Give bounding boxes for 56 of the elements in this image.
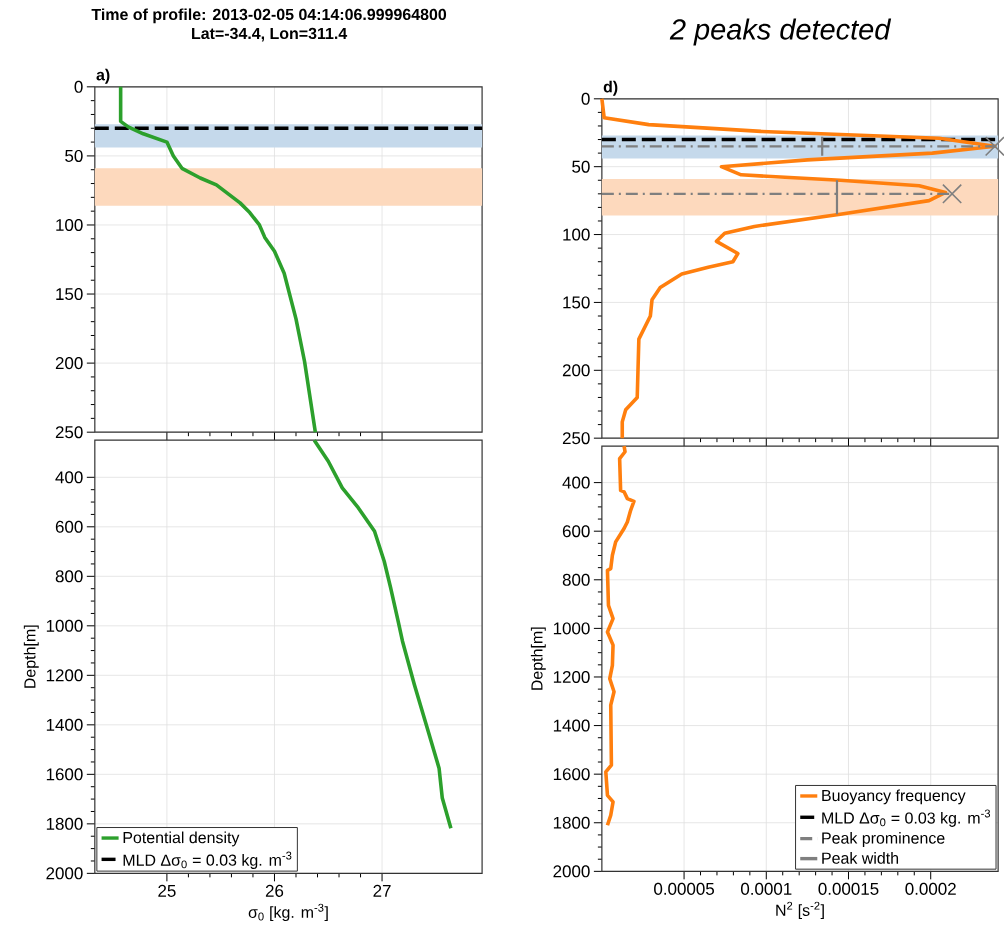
y-tick-label: 800 — [562, 573, 590, 586]
y-tick-label: 50 — [65, 149, 83, 162]
x-tick-label: 26 — [265, 884, 284, 897]
y-tick-label: 1800 — [553, 816, 590, 829]
y-tick-label: 0 — [581, 92, 590, 105]
y-tick-label: 600 — [562, 525, 590, 538]
y-tick-label: 150 — [56, 287, 83, 300]
y-tick-label: 1600 — [553, 768, 590, 781]
x-tick-label: 0.00005 — [654, 882, 715, 895]
line-series — [312, 438, 453, 830]
x-axis-title: σ$_{0}$ [kg. m$^{-3}$] — [248, 903, 328, 921]
y-tick-label: 2000 — [553, 865, 590, 878]
x-tick-label: 0.0002 — [905, 882, 956, 895]
x-tick-label: 0.00015 — [818, 882, 879, 895]
y-tick-label: 200 — [55, 356, 83, 370]
y-tick-label: 1800 — [46, 817, 83, 830]
y-tick-label: 100 — [563, 228, 590, 241]
y-tick-label: 50 — [572, 160, 590, 173]
y-tick-label: 250 — [562, 432, 590, 445]
text: Peak width — [822, 851, 899, 864]
chart-title: Time of profile: 2013-02-05 04:14:06.999964800 — [91, 8, 447, 24]
line-series — [118, 84, 318, 434]
text: Peak prominence — [822, 831, 945, 847]
y-tick-label: 1400 — [553, 719, 590, 732]
x-tick-label: 0.0001 — [741, 882, 792, 895]
text: a) — [96, 68, 110, 84]
y-tick-label: 1000 — [46, 619, 83, 632]
y-tick-label: 100 — [56, 218, 83, 231]
y-tick-label: 1400 — [46, 718, 83, 731]
y-tick-label: 400 — [55, 471, 83, 484]
legend-label: Buoyancy frequency — [822, 789, 966, 805]
y-tick-label: 1600 — [46, 768, 83, 781]
legend-label: Potential density — [123, 831, 240, 847]
y-tick-label: 150 — [563, 296, 590, 309]
x-tick-label: 27 — [373, 884, 391, 897]
line-series — [600, 96, 997, 440]
y-tick-label: 1200 — [553, 670, 590, 683]
y-tick-label: 600 — [55, 520, 83, 533]
y-tick-label: 1200 — [46, 669, 83, 682]
y-tick-label: 250 — [55, 426, 83, 439]
y-tick-label: 2000 — [46, 867, 83, 880]
text: d) — [603, 80, 618, 96]
y-axis-title: Depth[m] — [23, 625, 39, 688]
y-tick-label: 1000 — [553, 622, 590, 635]
x-axis-title: N$^{2}$ [s$^{-2}$] — [776, 901, 824, 920]
line-series — [604, 444, 636, 827]
y-axis-title: Depth[m] — [530, 627, 546, 690]
text: MLD Δσ$_{0}$ = 0.03 kg. m$^{-3}$ — [123, 851, 292, 869]
chart-title: 2 peaks detected — [669, 18, 892, 46]
y-tick-label: 0 — [74, 80, 83, 93]
text: MLD Δσ$_{0}$ = 0.03 kg. m$^{-3}$ — [822, 809, 991, 827]
chart-subtitle: Lat=-34.4, Lon=311.4 — [192, 27, 348, 42]
y-tick-label: 400 — [562, 476, 590, 489]
x-tick-label: 25 — [158, 884, 176, 897]
y-tick-label: 200 — [562, 364, 590, 377]
y-tick-label: 800 — [55, 570, 83, 583]
